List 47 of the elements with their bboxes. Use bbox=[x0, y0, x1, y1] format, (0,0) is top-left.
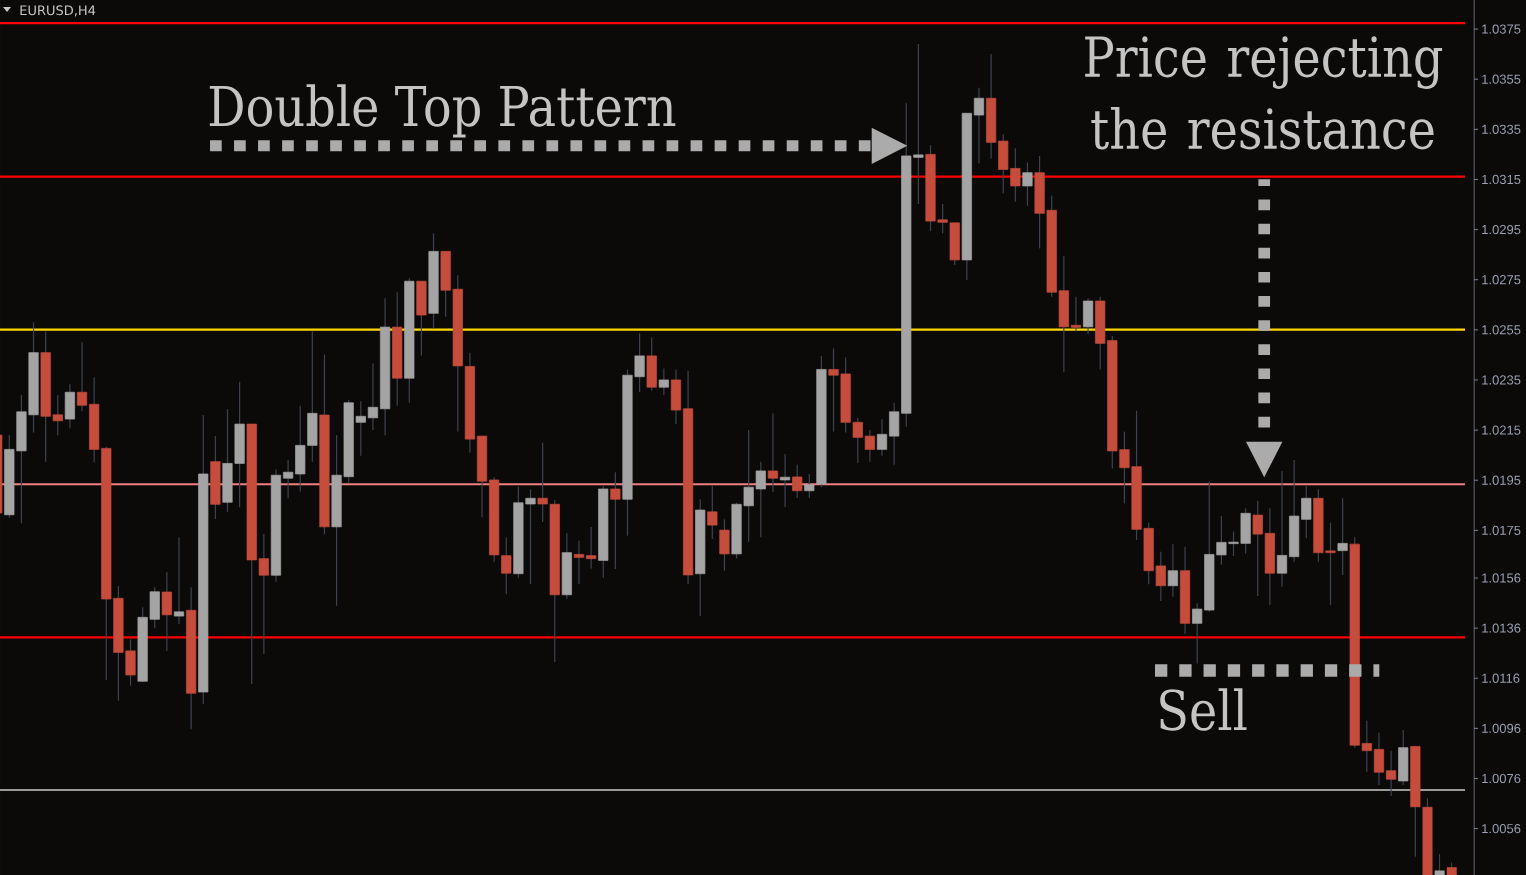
candlestick bbox=[779, 453, 791, 508]
candlestick bbox=[1022, 161, 1033, 207]
y-tick-label: 1.0215 bbox=[1482, 425, 1521, 435]
y-tick-label: 1.0056 bbox=[1482, 824, 1521, 834]
candlestick bbox=[1386, 750, 1397, 797]
candlestick bbox=[367, 362, 379, 431]
y-tick-label: 1.0235 bbox=[1482, 375, 1521, 385]
candlestick bbox=[864, 429, 875, 463]
y-tick-label: 1.0295 bbox=[1482, 224, 1521, 235]
y-tick-label: 1.0255 bbox=[1482, 325, 1521, 335]
candlestick bbox=[1373, 732, 1385, 786]
candlestick bbox=[1252, 500, 1263, 597]
candlestick bbox=[1070, 296, 1082, 333]
y-tick-label: 1.0355 bbox=[1482, 74, 1521, 84]
candlestick bbox=[173, 536, 185, 625]
candlestick bbox=[610, 471, 621, 570]
candlestick bbox=[767, 412, 778, 493]
candlestick bbox=[283, 459, 294, 499]
candlestick bbox=[792, 464, 803, 499]
annotation: Price rejecting the resistance bbox=[1085, 36, 1443, 150]
candlestick bbox=[719, 518, 730, 572]
candlestick bbox=[876, 418, 888, 457]
candlestick bbox=[76, 341, 88, 412]
annotation: Double Top Pattern bbox=[209, 84, 676, 138]
y-tick-label: 1.0156 bbox=[1482, 573, 1521, 583]
y-tick-label: 1.0375 bbox=[1482, 24, 1521, 34]
candlestick bbox=[707, 485, 718, 540]
y-tick-label: 1.0315 bbox=[1482, 174, 1521, 185]
candlestick bbox=[1167, 543, 1178, 598]
y-tick-label: 1.0195 bbox=[1482, 475, 1521, 485]
candlestick bbox=[973, 87, 985, 165]
y-tick-label: 1.0175 bbox=[1482, 525, 1521, 535]
candlestick bbox=[658, 367, 669, 396]
y-tick-label: 1.0096 bbox=[1482, 723, 1521, 733]
y-tick-label: 1.0136 bbox=[1482, 623, 1521, 633]
chart-title: EURUSD,H4 bbox=[20, 5, 96, 17]
y-tick-label: 1.0275 bbox=[1482, 275, 1521, 285]
candlestick bbox=[573, 540, 585, 585]
candlestick bbox=[501, 537, 512, 595]
candlestick bbox=[1337, 497, 1348, 576]
y-tick-label: 1.0076 bbox=[1482, 773, 1521, 784]
y-tick-label: 1.0116 bbox=[1482, 673, 1520, 683]
y-tick-label: 1.0335 bbox=[1482, 124, 1521, 134]
candlestick bbox=[161, 571, 172, 652]
candlestick bbox=[586, 526, 597, 570]
candlestick bbox=[1276, 470, 1288, 588]
annotation: Sell bbox=[1160, 688, 1247, 731]
